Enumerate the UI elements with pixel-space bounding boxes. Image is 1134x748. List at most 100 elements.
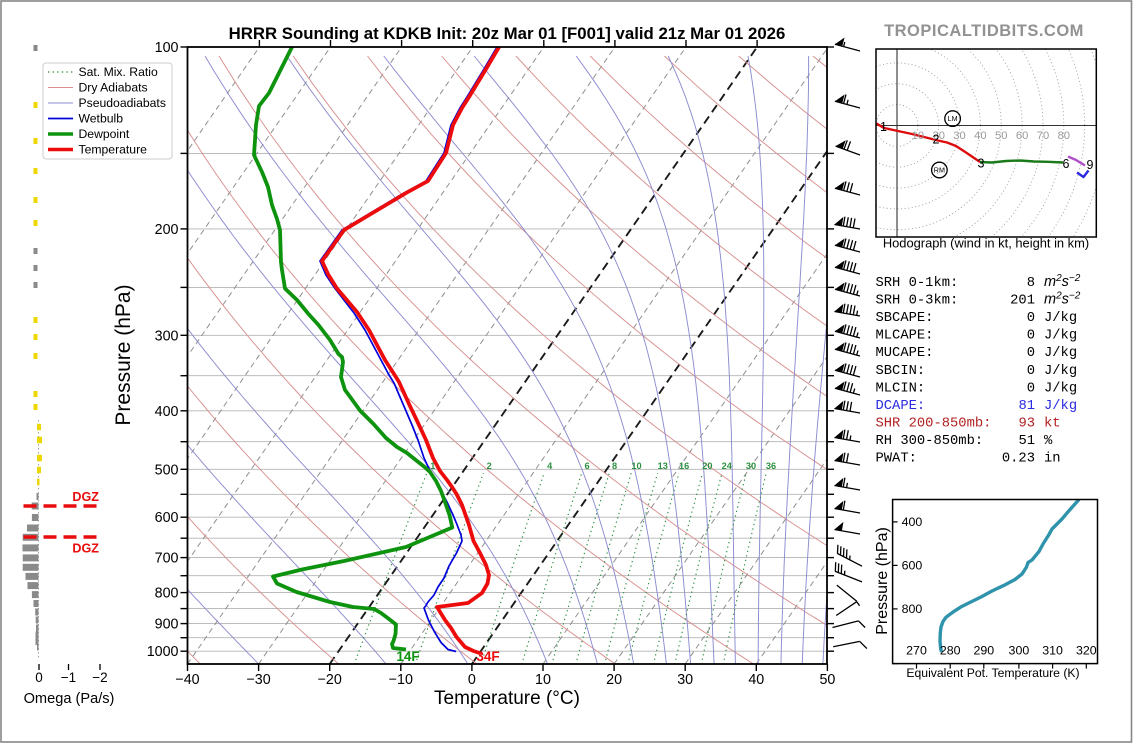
svg-text:600: 600	[155, 510, 179, 526]
svg-text:2: 2	[933, 133, 940, 147]
svg-text:LM: LM	[948, 114, 958, 123]
svg-text:MUCAPE:: MUCAPE:	[876, 346, 934, 361]
svg-text:0: 0	[1027, 364, 1035, 379]
svg-text:9: 9	[1087, 158, 1094, 172]
svg-text:MLCAPE:: MLCAPE:	[876, 329, 934, 344]
svg-text:400: 400	[902, 515, 923, 529]
svg-text:in: in	[1044, 451, 1061, 467]
svg-text:SBCAPE:: SBCAPE:	[876, 311, 934, 326]
svg-text:Omega (Pa/s): Omega (Pa/s)	[24, 691, 115, 707]
svg-text:30: 30	[677, 672, 693, 688]
svg-text:J/kg: J/kg	[1044, 398, 1077, 414]
svg-text:−20: −20	[318, 672, 342, 688]
svg-text:20: 20	[932, 130, 944, 142]
svg-text:900: 900	[155, 617, 179, 633]
svg-text:0: 0	[468, 672, 476, 688]
svg-text:Pressure (hPa): Pressure (hPa)	[874, 527, 891, 635]
svg-text:−10: −10	[389, 672, 413, 688]
svg-text:300: 300	[1009, 644, 1030, 658]
svg-text:SHR 200-850mb:: SHR 200-850mb:	[876, 415, 992, 431]
svg-text:J/kg: J/kg	[1044, 345, 1077, 361]
svg-text:10: 10	[535, 672, 551, 688]
svg-text:MLCIN:: MLCIN:	[876, 381, 926, 396]
svg-text:DGZ: DGZ	[72, 490, 99, 504]
svg-text:16: 16	[679, 461, 689, 471]
svg-text:0: 0	[1027, 381, 1035, 396]
svg-text:Temperature (°C): Temperature (°C)	[434, 688, 580, 709]
svg-text:1: 1	[880, 120, 887, 134]
svg-text:400: 400	[155, 404, 179, 420]
svg-text:30: 30	[746, 461, 756, 471]
svg-text:280: 280	[940, 644, 961, 658]
svg-text:8: 8	[1027, 276, 1035, 291]
svg-text:0: 0	[1027, 311, 1035, 326]
svg-text:SBCIN:: SBCIN:	[876, 364, 926, 379]
svg-text:Temperature: Temperature	[79, 143, 148, 157]
svg-text:34F: 34F	[476, 649, 499, 664]
svg-text:800: 800	[902, 602, 923, 616]
svg-text:RM: RM	[934, 166, 945, 175]
svg-text:14F: 14F	[396, 649, 419, 664]
svg-text:36: 36	[766, 461, 776, 471]
svg-text:200: 200	[155, 222, 179, 238]
svg-text:−30: −30	[246, 672, 270, 688]
svg-text:290: 290	[973, 644, 994, 658]
svg-text:HRRR Sounding at KDKB Init: 20: HRRR Sounding at KDKB Init: 20z Mar 01 […	[229, 24, 786, 43]
svg-text:SRH 0-3km:: SRH 0-3km:	[876, 293, 959, 309]
svg-text:1: 1	[430, 461, 435, 471]
svg-text:60: 60	[1016, 130, 1028, 142]
svg-text:20: 20	[606, 672, 622, 688]
svg-text:13: 13	[658, 461, 668, 471]
svg-text:201: 201	[1010, 294, 1035, 309]
svg-text:93: 93	[1018, 416, 1035, 431]
svg-text:70: 70	[1037, 130, 1049, 142]
svg-text:Dry Adiabats: Dry Adiabats	[79, 81, 148, 95]
svg-text:700: 700	[155, 551, 179, 567]
svg-text:600: 600	[902, 559, 923, 573]
svg-text:−1: −1	[61, 670, 76, 685]
svg-text:50: 50	[995, 130, 1007, 142]
svg-text:0: 0	[1027, 346, 1035, 361]
svg-text:0: 0	[35, 670, 43, 685]
svg-text:30: 30	[953, 130, 965, 142]
svg-text:kt: kt	[1044, 415, 1061, 431]
svg-text:Dewpoint: Dewpoint	[79, 127, 130, 141]
svg-text:TROPICALTIDBITS.COM: TROPICALTIDBITS.COM	[884, 22, 1084, 40]
svg-text:DGZ: DGZ	[72, 542, 99, 556]
svg-text:2: 2	[487, 461, 492, 471]
svg-text:SRH 0-1km:: SRH 0-1km:	[876, 275, 959, 291]
svg-text:DCAPE:: DCAPE:	[876, 399, 926, 414]
svg-text:3: 3	[978, 157, 985, 171]
svg-text:J/kg: J/kg	[1044, 310, 1077, 326]
svg-text:Sat. Mix. Ratio: Sat. Mix. Ratio	[79, 65, 158, 79]
svg-text:%: %	[1044, 434, 1053, 449]
svg-text:10: 10	[631, 461, 641, 471]
svg-text:6: 6	[585, 461, 590, 471]
svg-text:8: 8	[612, 461, 617, 471]
svg-text:51: 51	[1018, 434, 1035, 449]
svg-text:Equivalent Pot. Temperature (K: Equivalent Pot. Temperature (K)	[906, 666, 1079, 680]
svg-text:100: 100	[155, 40, 179, 56]
svg-text:320: 320	[1076, 644, 1097, 658]
svg-text:Pseudoadiabats: Pseudoadiabats	[79, 96, 166, 110]
svg-text:40: 40	[748, 672, 764, 688]
svg-text:4: 4	[547, 461, 553, 471]
svg-text:10: 10	[912, 130, 924, 142]
svg-text:RH 300-850mb:: RH 300-850mb:	[876, 433, 984, 449]
svg-text:6: 6	[1063, 157, 1070, 171]
svg-text:80: 80	[1058, 130, 1070, 142]
svg-text:0: 0	[1027, 329, 1035, 344]
svg-text:J/kg: J/kg	[1044, 380, 1077, 396]
svg-text:50: 50	[819, 672, 835, 688]
svg-text:310: 310	[1042, 644, 1063, 658]
svg-text:20: 20	[702, 461, 712, 471]
svg-text:40: 40	[974, 130, 986, 142]
svg-text:0.23: 0.23	[1002, 452, 1035, 467]
svg-text:300: 300	[155, 328, 179, 344]
svg-text:Hodograph (wind in kt, height: Hodograph (wind in kt, height in km)	[883, 236, 1089, 251]
svg-text:J/kg: J/kg	[1044, 363, 1077, 379]
svg-text:Wetbulb: Wetbulb	[79, 112, 124, 126]
svg-text:PWAT:: PWAT:	[876, 452, 917, 467]
svg-text:−2: −2	[92, 670, 107, 685]
svg-text:270: 270	[906, 644, 927, 658]
